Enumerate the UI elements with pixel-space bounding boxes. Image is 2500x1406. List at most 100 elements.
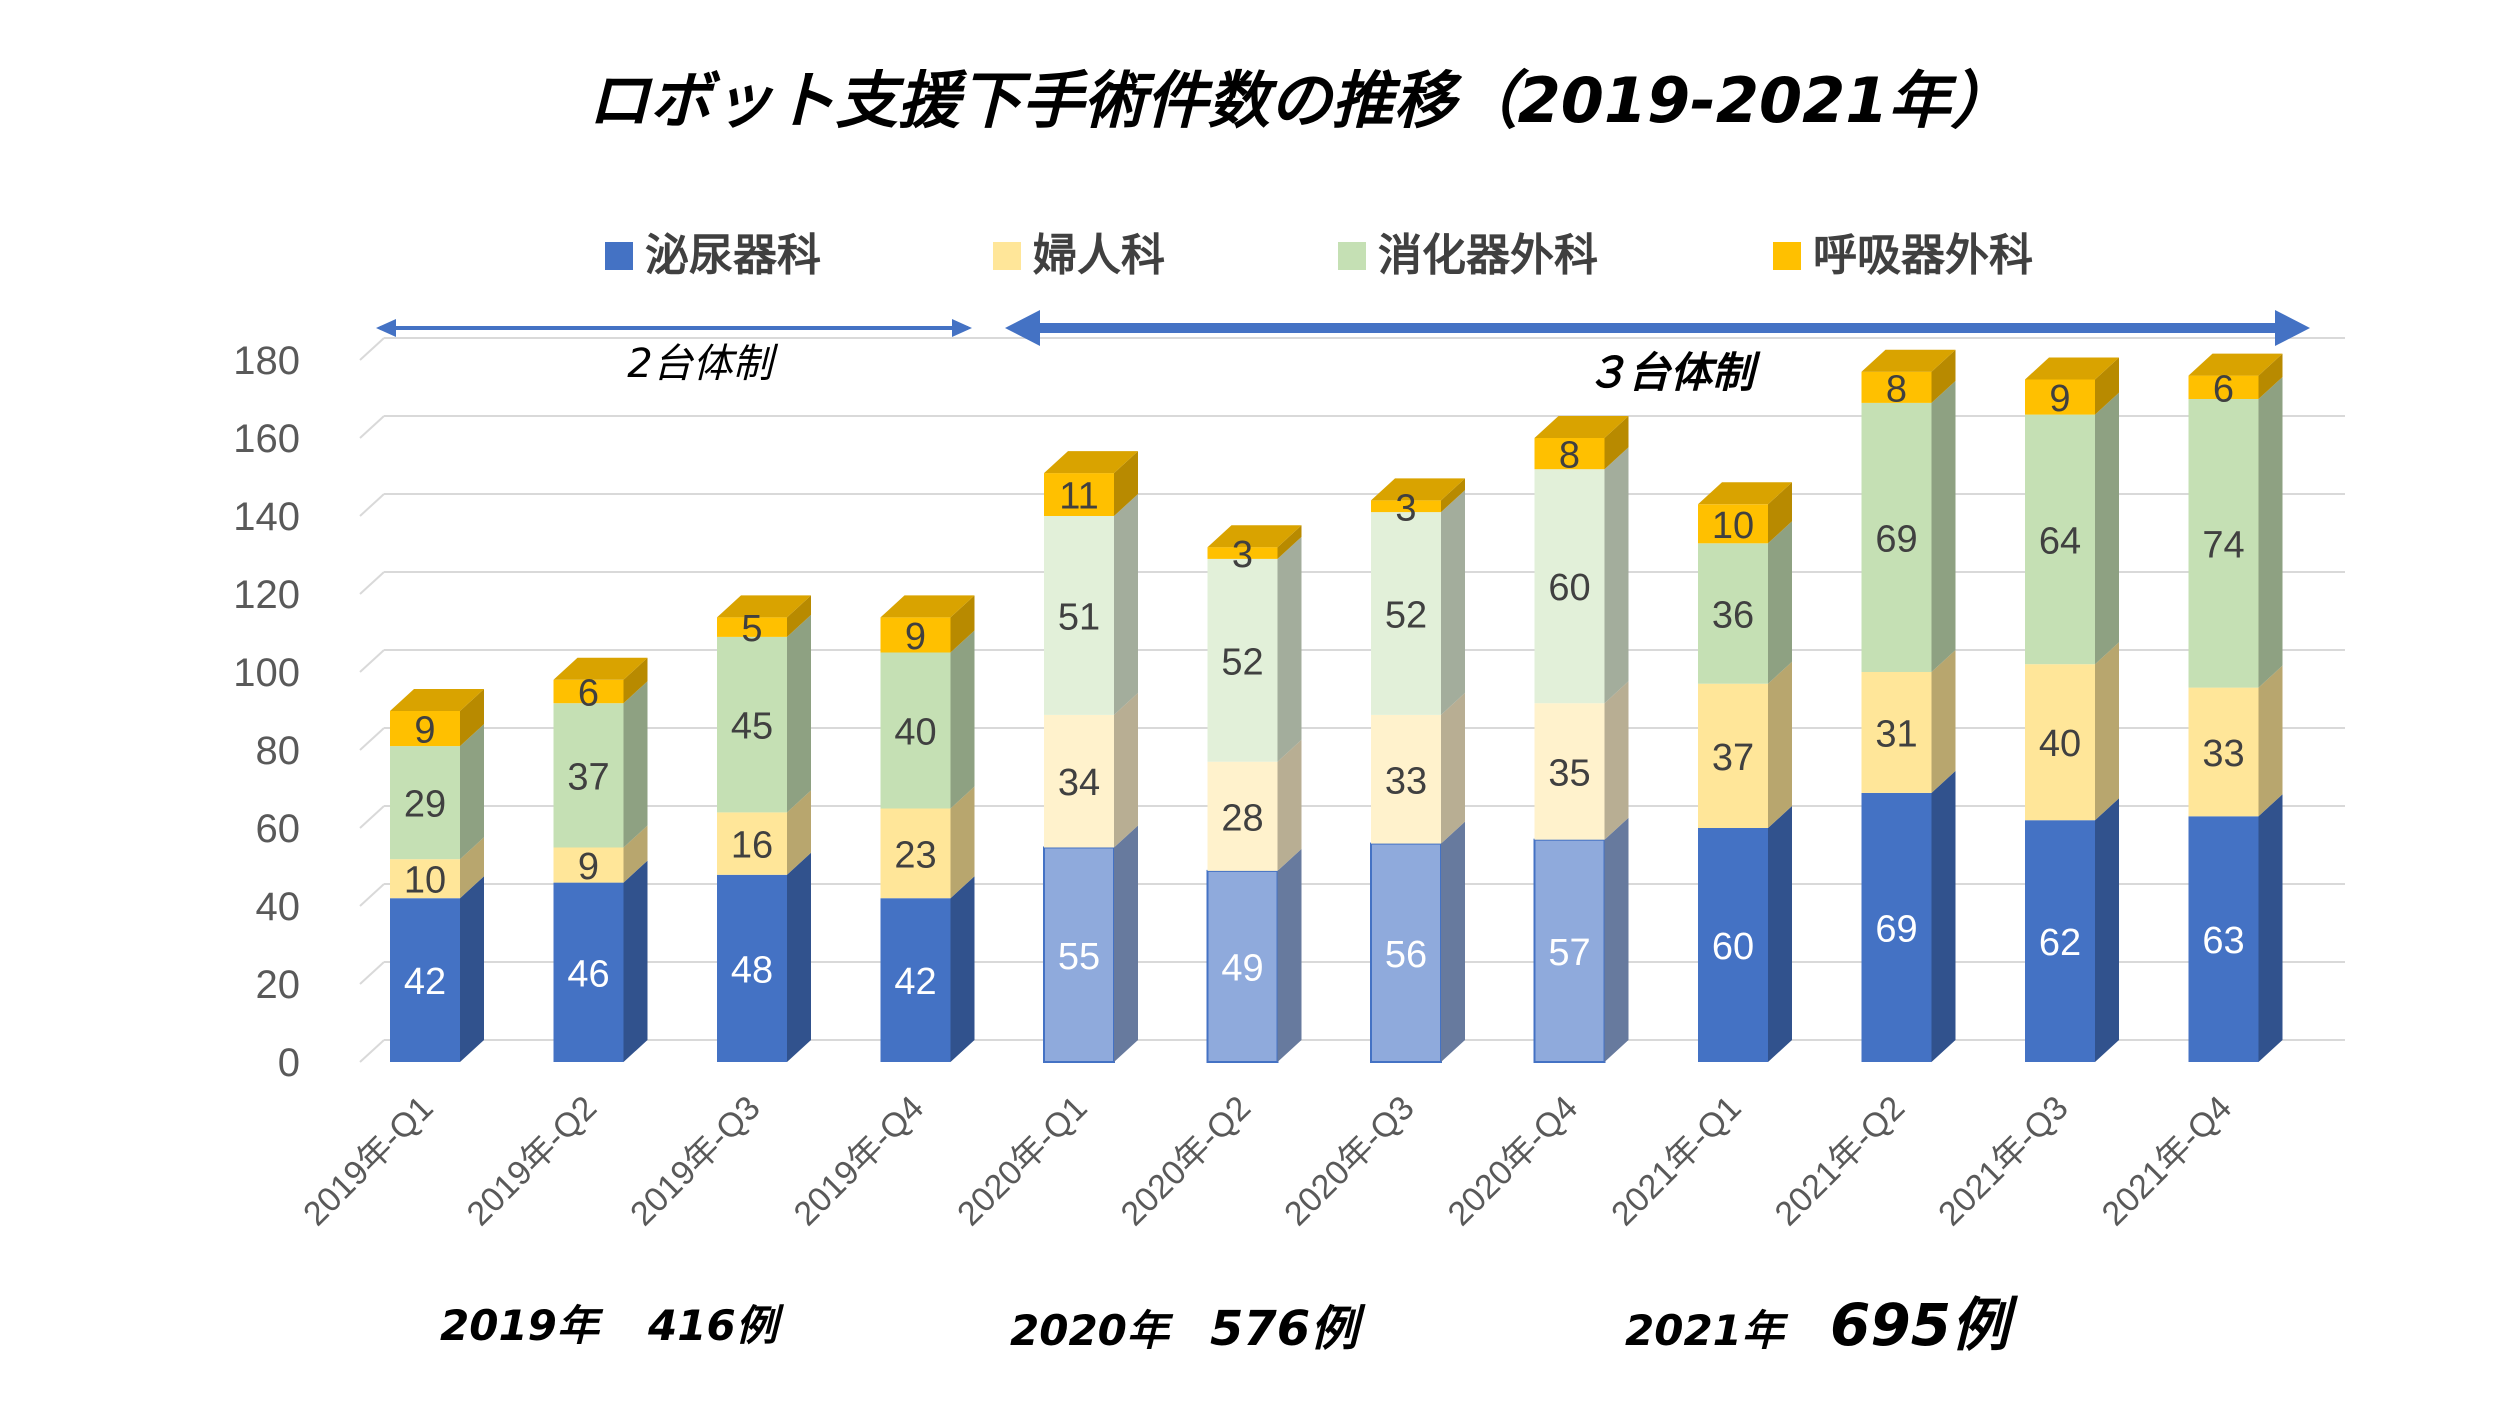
x-axis: 2019年-Q1 2019年-Q2 2019年-Q3 2019年-Q4 2020年-Q1…	[296, 1089, 2239, 1233]
gridline-side	[359, 337, 385, 361]
bar-side	[787, 790, 811, 875]
bar-segment: 40	[880, 630, 975, 809]
bar-segment: 52	[1207, 536, 1302, 762]
bar-front	[1044, 473, 1114, 516]
bar-side	[1931, 770, 1956, 1062]
bar-stack: 55 34 51 11	[1043, 451, 1138, 1063]
bar-front	[553, 847, 624, 883]
legend-item: 消化器外科	[1338, 230, 1598, 281]
data-label: 35	[1548, 752, 1590, 794]
bar-segment: 29	[390, 724, 484, 860]
bar-front	[1534, 438, 1605, 470]
x-tick-label: 2020年-Q1	[950, 1089, 1094, 1233]
bar-side	[1768, 806, 1792, 1062]
bar-side	[1441, 821, 1465, 1062]
bar-front	[1861, 402, 1932, 672]
two-units-label: 2台体制	[627, 341, 778, 387]
summary-2019: 2019年 416例	[440, 1301, 785, 1350]
data-label: 46	[567, 953, 609, 995]
bar-side	[2095, 798, 2119, 1062]
bar-front	[1861, 672, 1932, 793]
bar-front	[1371, 714, 1441, 844]
bar-front	[1698, 504, 1768, 544]
bar-side	[1931, 650, 1956, 793]
bar-segment: 10	[1698, 482, 1792, 547]
y-tick-label: 0	[278, 1041, 300, 1085]
bar-front	[1861, 371, 1932, 403]
bar-front	[880, 808, 951, 899]
legend-swatch	[605, 242, 633, 270]
data-label: 10	[404, 860, 446, 902]
summary-count: 416例	[647, 1301, 785, 1350]
y-tick-label: 180	[233, 339, 300, 383]
bar-stack: 49 28 52 3	[1206, 525, 1302, 1064]
summary-year: 2020年	[1010, 1306, 1174, 1355]
gridline-side	[359, 571, 385, 595]
bar-top	[1371, 478, 1465, 501]
bar-side	[1604, 447, 1629, 704]
bar-stack: 57 35 60 8	[1533, 416, 1629, 1064]
y-tick-label: 120	[233, 573, 300, 617]
legend-label: 消化器外科	[1378, 230, 1598, 281]
bar-side	[2095, 357, 2119, 415]
bar-side	[950, 595, 975, 653]
bar-side	[1604, 681, 1629, 840]
bar-segment: 42	[880, 876, 975, 1062]
data-label: 36	[1712, 595, 1754, 637]
data-label: 57	[1548, 932, 1590, 974]
data-label: 62	[2039, 922, 2081, 964]
bar-segment: 49	[1206, 848, 1302, 1064]
bar-segment: 51	[1044, 494, 1138, 715]
bar-front	[553, 882, 624, 1062]
bar-stack: 46 9 37 6	[553, 657, 648, 1062]
bar-top	[1044, 451, 1138, 474]
y-tick-label: 20	[256, 963, 301, 1007]
three-units-label: ３台体制	[1586, 348, 1761, 397]
bar-front	[2188, 399, 2259, 688]
data-label: 52	[1221, 641, 1263, 683]
bar-stack: 42 23 40 9	[880, 595, 975, 1062]
bar-front	[1044, 516, 1114, 715]
bar-side	[1604, 416, 1629, 470]
two-units-arrow-head-right	[952, 319, 972, 337]
bar-front	[1534, 703, 1605, 840]
three-units-arrow-head-left	[1005, 310, 1040, 346]
bar-front	[717, 874, 787, 1062]
y-tick-label: 60	[256, 807, 301, 851]
data-label: 56	[1385, 934, 1427, 976]
bar-segment: 31	[1861, 650, 1956, 793]
bar-stack: 69 31 69 8	[1861, 349, 1956, 1062]
data-label: 33	[2202, 733, 2244, 775]
bar-segment: 57	[1533, 817, 1629, 1064]
bar-front	[2188, 816, 2259, 1062]
bar-segment: 37	[553, 681, 648, 848]
gridline-side	[359, 649, 385, 673]
bar-front	[1698, 683, 1768, 828]
bar-front	[2188, 375, 2259, 399]
data-label: 16	[731, 825, 773, 867]
bar-front	[1371, 512, 1441, 715]
bar-side	[787, 852, 811, 1062]
bar-side	[460, 876, 484, 1062]
bar-front	[1534, 469, 1605, 704]
y-axis: 0 20 40 60 80 100 120 140 160 180	[233, 339, 300, 1085]
bar-top	[2188, 353, 2283, 376]
data-label: 34	[1058, 762, 1100, 804]
bar-side	[1441, 490, 1465, 715]
gridline-side	[359, 493, 385, 517]
bar-front	[1206, 869, 1279, 1064]
data-label: 8	[1559, 435, 1580, 477]
y-tick-label: 80	[256, 729, 301, 773]
data-label: 11	[1059, 476, 1098, 518]
data-label: 74	[2202, 524, 2244, 566]
data-label: 28	[1221, 797, 1263, 839]
bar-front	[1370, 842, 1442, 1063]
legend: 泌尿器科 婦人科 消化器外科 呼吸器外科	[605, 230, 2033, 281]
bar-side	[623, 657, 648, 704]
bar-stack: 62 40 64 9	[2025, 357, 2119, 1062]
bar-segment: 42	[390, 876, 484, 1062]
bar-front	[2025, 414, 2095, 665]
bar-segment: 40	[2025, 642, 2119, 821]
bar-segment: 64	[2025, 392, 2119, 665]
bar-top	[1861, 349, 1956, 372]
